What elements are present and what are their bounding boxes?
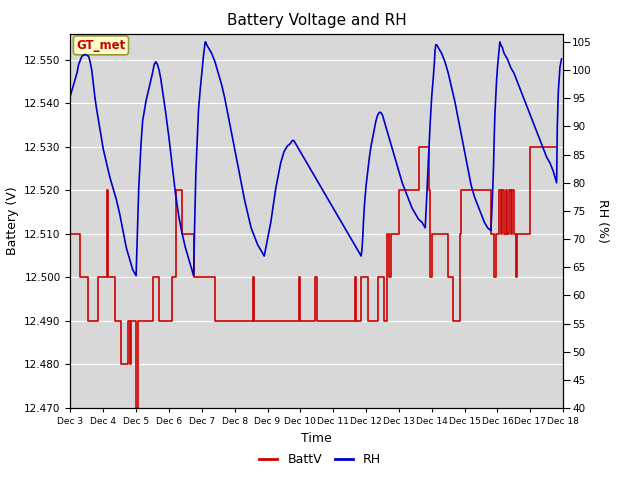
Line: RH: RH <box>70 42 561 276</box>
Text: GT_met: GT_met <box>76 39 125 52</box>
RH <box>374 112 381 118</box>
BattV <box>132 405 140 411</box>
RH <box>557 56 565 62</box>
X-axis label: Time: Time <box>301 432 332 444</box>
RH <box>272 186 280 192</box>
RH <box>435 45 442 50</box>
BattV <box>497 231 504 237</box>
BattV <box>387 275 394 280</box>
RH <box>201 39 209 45</box>
Legend: BattV, RH: BattV, RH <box>253 448 387 471</box>
BattV <box>67 231 74 237</box>
BattV <box>456 231 463 237</box>
RH <box>484 225 492 231</box>
RH <box>132 273 140 278</box>
BattV <box>553 144 561 150</box>
BattV <box>527 231 534 237</box>
BattV <box>148 275 156 280</box>
Y-axis label: RH (%): RH (%) <box>596 199 609 243</box>
RH <box>90 82 97 87</box>
Y-axis label: Battery (V): Battery (V) <box>6 187 19 255</box>
BattV <box>179 188 186 193</box>
BattV <box>415 144 422 150</box>
Line: BattV: BattV <box>70 147 557 408</box>
RH <box>67 93 74 98</box>
Title: Battery Voltage and RH: Battery Voltage and RH <box>227 13 406 28</box>
RH <box>267 219 275 225</box>
